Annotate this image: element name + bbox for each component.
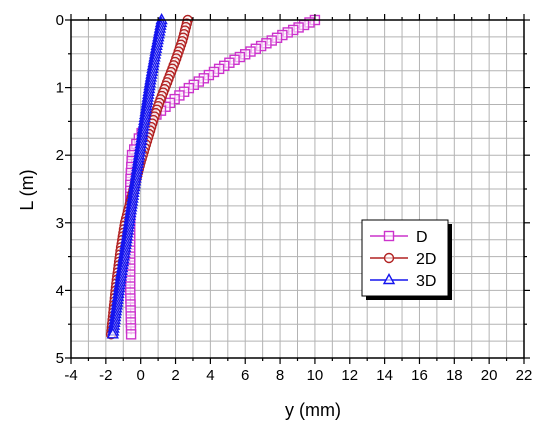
legend-label: 2D: [416, 251, 436, 268]
legend-item-3d: 3D: [370, 273, 436, 290]
series-layer: [105, 13, 321, 340]
y-tick-label: 4: [56, 282, 64, 299]
data-point: [383, 252, 395, 264]
data-point: [382, 273, 396, 285]
x-tick-label: 16: [411, 367, 428, 384]
legend-label: D: [416, 229, 428, 246]
x-tick-label: 4: [206, 367, 214, 384]
x-tick-label: 6: [241, 367, 249, 384]
data-point: [383, 230, 395, 242]
data-point: [125, 329, 137, 340]
legend-label: 3D: [416, 273, 436, 290]
x-tick-label: 12: [341, 367, 358, 384]
y-tick-label: 2: [56, 147, 64, 164]
x-tick-label: 14: [376, 367, 393, 384]
x-tick-label: 2: [171, 367, 179, 384]
legend-item-2d: 2D: [370, 251, 436, 268]
axis-ticks: [65, 14, 530, 364]
grid: [70, 19, 525, 359]
y-tick-label: 5: [56, 350, 64, 367]
x-tick-label: -2: [99, 367, 112, 384]
y-tick-label: 3: [56, 215, 64, 232]
legend: D 2D 3D: [361, 219, 452, 300]
series-3d: [106, 13, 168, 339]
x-tick-label: -4: [64, 367, 77, 384]
y-tick-labels: 0 1 2 3 4 5: [56, 12, 64, 367]
x-axis-title: y (mm): [285, 400, 341, 420]
y-axis-title: L (m): [17, 169, 37, 210]
x-tick-label: 8: [276, 367, 284, 384]
x-tick-label: 10: [307, 367, 324, 384]
y-tick-label: 1: [56, 80, 64, 97]
x-tick-label: 0: [137, 367, 145, 384]
x-tick-label: 18: [446, 367, 463, 384]
x-tick-label: 20: [481, 367, 498, 384]
x-tick-label: 22: [516, 367, 533, 384]
y-tick-label: 0: [56, 12, 64, 29]
data-point: [106, 327, 120, 339]
legend-item-d: D: [370, 229, 428, 246]
x-tick-labels: -4 -2 0 2 4 6 8 10 12 14 16 18 20 22: [64, 367, 532, 384]
